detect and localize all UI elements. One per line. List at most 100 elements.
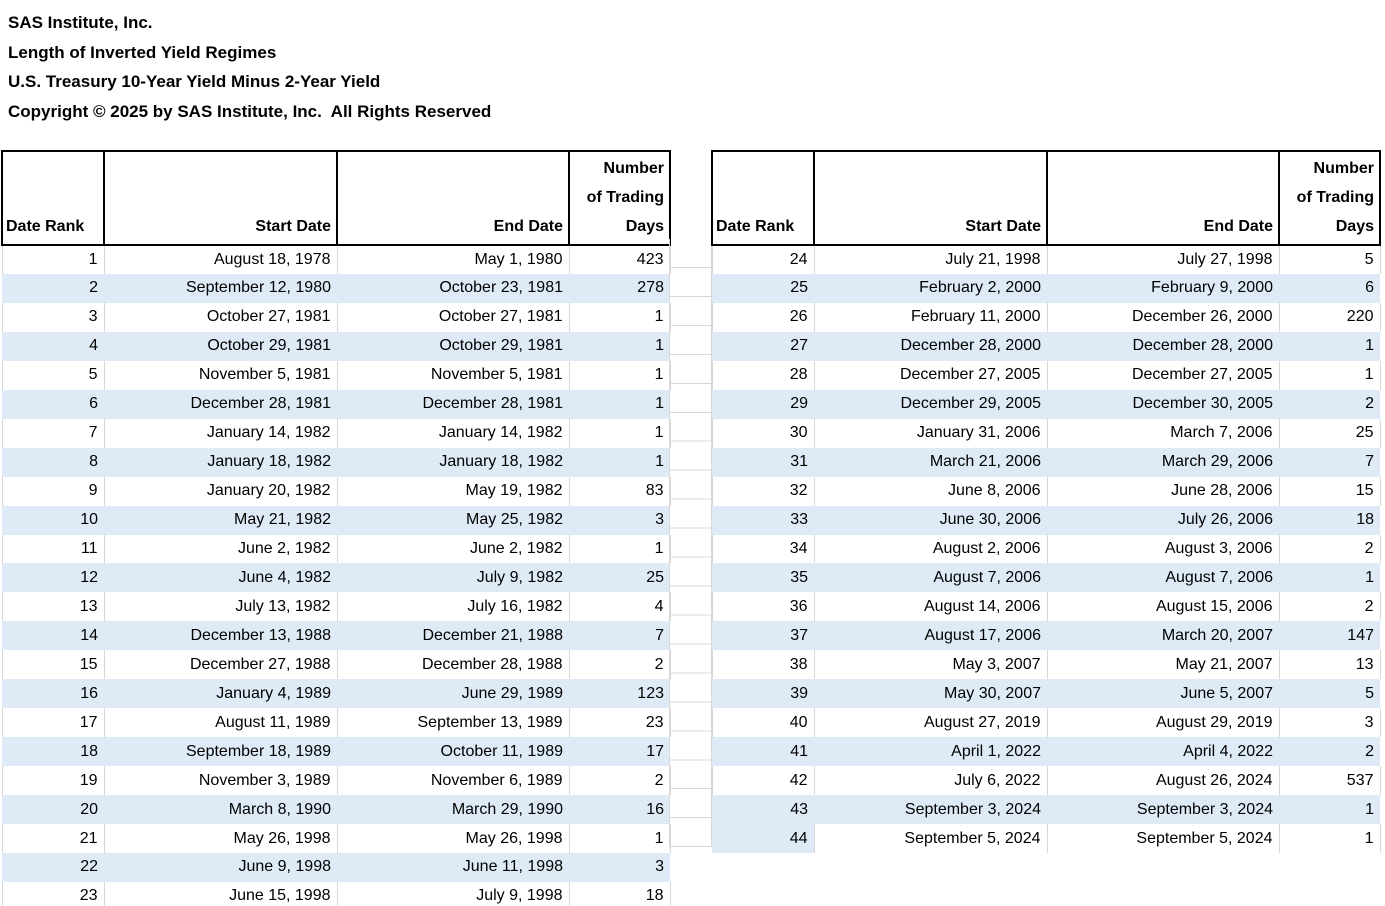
cell-start: December 28, 1981 [104, 389, 337, 419]
cell-days: 1 [568, 534, 671, 564]
cell-end: March 7, 2006 [1046, 418, 1280, 448]
cell-start: August 11, 1989 [103, 708, 338, 738]
cell-rank: 25 [712, 273, 814, 303]
cell-start: July 13, 1982 [103, 592, 338, 622]
cell-rank: 41 [712, 737, 814, 767]
cell-days: 1 [1279, 795, 1380, 825]
days-header-line-1: Number [1313, 160, 1374, 177]
cell-days: 16 [569, 795, 670, 825]
table-header-row: Date Rank Start Date End Date Number of … [1, 150, 671, 246]
cell-start: January 20, 1982 [103, 476, 338, 506]
cell-days: 1 [568, 302, 671, 332]
table-row: 6 December 28, 1981 December 28, 1981 1 [2, 389, 670, 419]
cell-start: January 18, 1982 [104, 447, 337, 477]
cell-days: 4 [568, 592, 671, 622]
cell-rank: 21 [1, 824, 105, 854]
cell-rank: 31 [712, 447, 814, 477]
cell-end: August 3, 2006 [1046, 534, 1280, 564]
cell-start: June 15, 1998 [103, 881, 338, 906]
cell-days: 15 [1278, 476, 1381, 506]
table-row: 32 June 8, 2006 June 28, 2006 15 [711, 476, 1381, 506]
cell-rank: 16 [2, 679, 104, 709]
cell-rank: 12 [2, 563, 104, 593]
cell-end: December 26, 2000 [1046, 302, 1280, 332]
cell-start: December 29, 2005 [814, 389, 1047, 419]
cell-rank: 37 [712, 621, 814, 651]
cell-rank: 5 [1, 360, 105, 390]
cell-end: October 29, 1981 [337, 331, 569, 361]
col-header-date-rank: Date Rank [711, 150, 815, 246]
cell-start: August 17, 2006 [814, 621, 1047, 651]
cell-rank: 38 [711, 650, 815, 680]
table-row: 12 June 4, 1982 July 9, 1982 25 [2, 563, 670, 593]
cell-end: May 21, 2007 [1046, 650, 1280, 680]
cell-start: July 6, 2022 [813, 766, 1048, 796]
cell-rank: 14 [2, 621, 104, 651]
cell-start: June 9, 1998 [104, 853, 337, 882]
cell-end: July 9, 1982 [337, 563, 569, 593]
cell-end: September 13, 1989 [336, 708, 570, 738]
cell-rank: 40 [711, 708, 815, 738]
cell-end: June 2, 1982 [336, 534, 570, 564]
cell-days: 2 [1279, 737, 1380, 767]
cell-start: December 28, 2000 [814, 331, 1047, 361]
cell-start: August 2, 2006 [813, 534, 1048, 564]
cell-rank: 27 [712, 331, 814, 361]
cell-rank: 33 [712, 505, 814, 535]
table-row: 30 January 31, 2006 March 7, 2006 25 [711, 418, 1381, 448]
cell-rank: 32 [711, 476, 815, 506]
cell-days: 23 [568, 708, 671, 738]
cell-end: August 26, 2024 [1046, 766, 1280, 796]
cell-start: December 27, 2005 [813, 360, 1048, 390]
title-report: Length of Inverted Yield Regimes [8, 42, 277, 62]
cell-start: June 30, 2006 [814, 505, 1047, 535]
cell-rank: 28 [711, 360, 815, 390]
col-header-start-date: Start Date [813, 150, 1048, 246]
cell-days: 537 [1278, 766, 1381, 796]
cell-days: 83 [568, 476, 671, 506]
table-row: 24 July 21, 1998 July 27, 1998 5 [711, 245, 1381, 274]
cell-days: 2 [568, 766, 671, 796]
cell-days: 1 [568, 418, 671, 448]
cell-end: August 29, 2019 [1046, 708, 1280, 738]
table-row: 42 July 6, 2022 August 26, 2024 537 [711, 766, 1381, 796]
cell-end: June 5, 2007 [1047, 679, 1279, 709]
cell-days: 1 [569, 447, 670, 477]
cell-start: January 14, 1982 [103, 418, 338, 448]
cell-days: 17 [569, 737, 670, 767]
cell-end: December 27, 2005 [1046, 360, 1280, 390]
cell-end: May 19, 1982 [336, 476, 570, 506]
cell-days: 278 [569, 273, 670, 303]
cell-start: August 7, 2006 [814, 563, 1047, 593]
cell-end: September 3, 2024 [1047, 795, 1279, 825]
table-row: 41 April 1, 2022 April 4, 2022 2 [712, 737, 1380, 767]
cell-start: February 2, 2000 [814, 273, 1047, 303]
cell-start: August 18, 1978 [103, 245, 338, 274]
table-row: 19 November 3, 1989 November 6, 1989 2 [1, 766, 671, 796]
table-row: 39 May 30, 2007 June 5, 2007 5 [712, 679, 1380, 709]
cell-rank: 29 [712, 389, 814, 419]
cell-days: 25 [569, 563, 670, 593]
cell-days: 1 [568, 360, 671, 390]
table-row: 14 December 13, 1988 December 21, 1988 7 [2, 621, 670, 651]
table-row: 1 August 18, 1978 May 1, 1980 423 [1, 245, 671, 274]
cell-start: June 8, 2006 [813, 476, 1048, 506]
cell-start: October 29, 1981 [104, 331, 337, 361]
cell-start: January 31, 2006 [813, 418, 1048, 448]
cell-rank: 8 [2, 447, 104, 477]
cell-days: 2 [1279, 389, 1380, 419]
cell-start: March 8, 1990 [104, 795, 337, 825]
table-row: 34 August 2, 2006 August 3, 2006 2 [711, 534, 1381, 564]
table-body-right: 24 July 21, 1998 July 27, 1998 5 25 February … [711, 245, 1381, 854]
table-row: 33 June 30, 2006 July 26, 2006 18 [712, 505, 1380, 535]
cell-start: May 30, 2007 [814, 679, 1047, 709]
cell-end: August 7, 2006 [1047, 563, 1279, 593]
cell-end: December 30, 2005 [1047, 389, 1279, 419]
cell-days: 2 [568, 650, 671, 680]
table-row: 3 October 27, 1981 October 27, 1981 1 [1, 302, 671, 332]
cell-end: May 26, 1998 [336, 824, 570, 854]
title-copyright: Copyright © 2025 by SAS Institute, Inc. … [8, 101, 492, 121]
cell-days: 6 [1279, 273, 1380, 303]
cell-days: 25 [1278, 418, 1381, 448]
cell-end: July 27, 1998 [1046, 245, 1280, 274]
